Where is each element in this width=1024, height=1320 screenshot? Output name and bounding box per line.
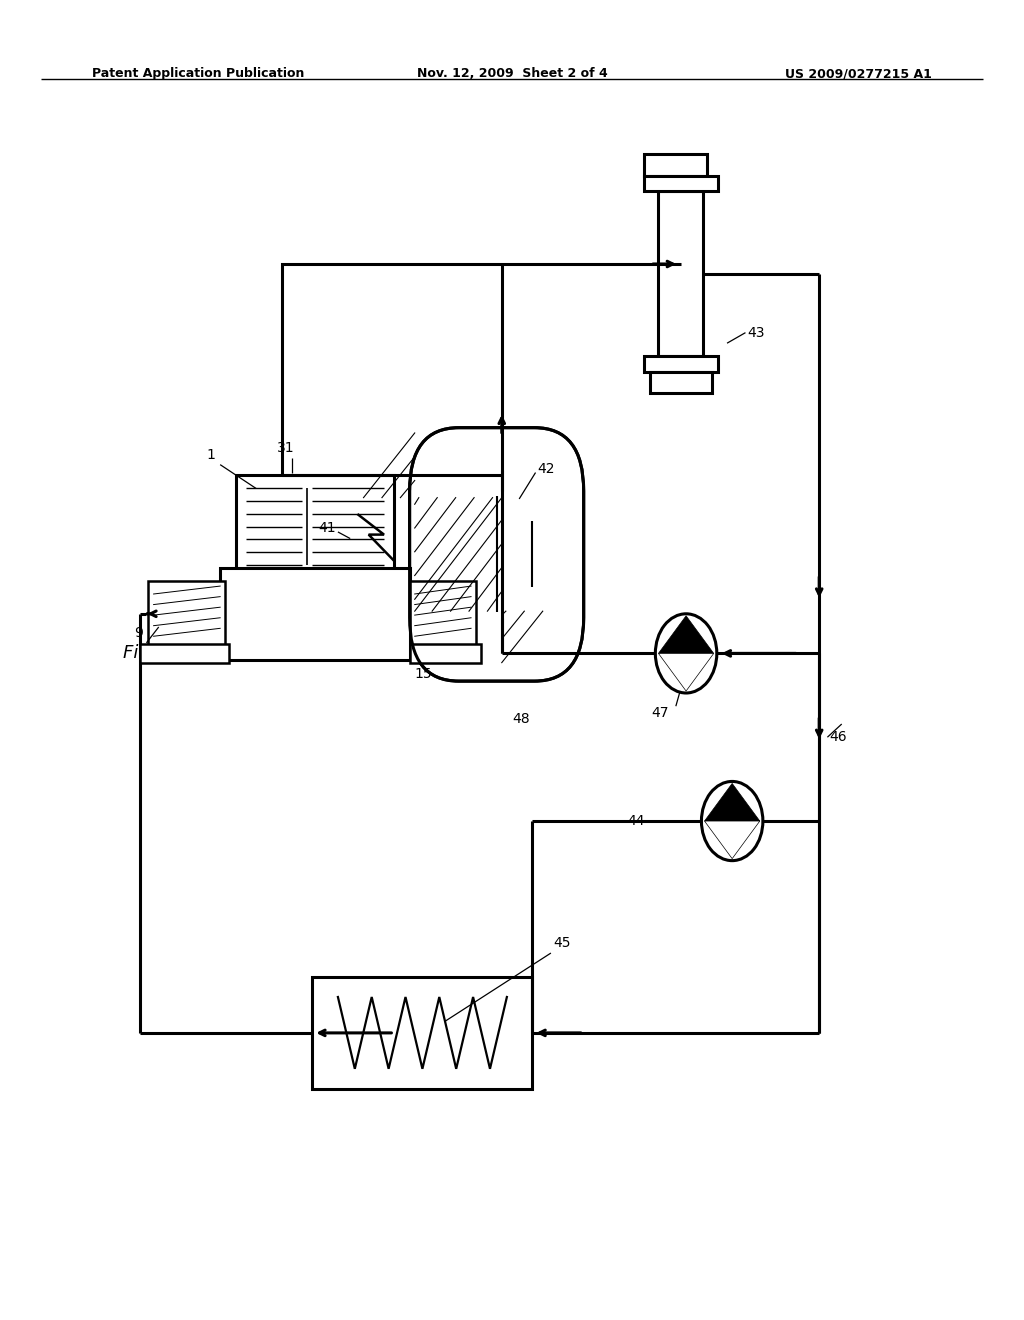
FancyBboxPatch shape	[410, 428, 584, 681]
Bar	[644, 176, 718, 191]
Text: 31: 31	[276, 441, 294, 455]
Bar	[236, 475, 394, 574]
Bar	[644, 154, 707, 176]
Bar	[148, 581, 225, 647]
Bar	[410, 644, 481, 663]
Text: Patent Application Publication: Patent Application Publication	[92, 67, 304, 81]
Text: 46: 46	[829, 730, 847, 744]
Text: 47: 47	[651, 706, 670, 721]
Text: 44: 44	[628, 814, 645, 828]
Bar	[644, 356, 718, 372]
Text: 9: 9	[134, 626, 143, 640]
Bar	[649, 372, 713, 393]
Bar	[140, 644, 229, 663]
Polygon shape	[705, 784, 760, 821]
Text: 43: 43	[748, 326, 765, 339]
Text: 41: 41	[318, 521, 336, 535]
Circle shape	[701, 781, 763, 861]
Bar	[312, 977, 532, 1089]
Text: 45: 45	[553, 936, 570, 950]
Bar	[410, 581, 476, 647]
Text: Fig. 2: Fig. 2	[123, 644, 173, 663]
Polygon shape	[658, 653, 714, 692]
Text: 15: 15	[415, 667, 432, 681]
Polygon shape	[658, 615, 714, 653]
Text: US 2009/0277215 A1: US 2009/0277215 A1	[785, 67, 932, 81]
Circle shape	[655, 614, 717, 693]
Bar	[220, 568, 410, 660]
Polygon shape	[705, 821, 760, 858]
Text: 1: 1	[206, 447, 215, 462]
Bar	[658, 191, 703, 356]
Text: Nov. 12, 2009  Sheet 2 of 4: Nov. 12, 2009 Sheet 2 of 4	[417, 67, 607, 81]
Text: 42: 42	[538, 462, 555, 475]
Text: 48: 48	[512, 713, 529, 726]
